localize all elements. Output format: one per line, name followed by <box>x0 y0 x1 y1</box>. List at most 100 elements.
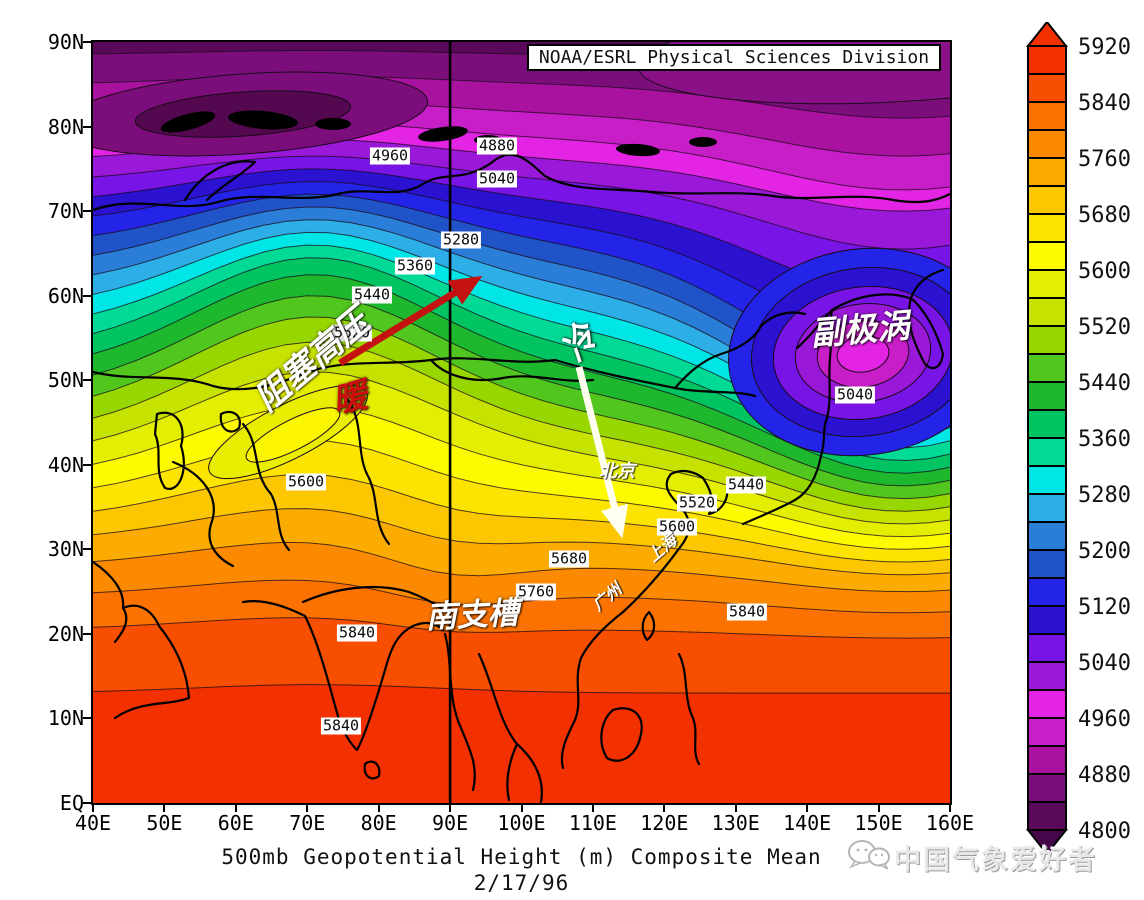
coastline <box>600 652 701 766</box>
arctic-island <box>616 143 660 157</box>
contour-label: 5840 <box>336 623 378 642</box>
colorbar-cell <box>1027 465 1067 495</box>
y-tick-label: EQ <box>59 791 84 815</box>
contour-label: 5760 <box>515 582 557 601</box>
contour-line <box>93 341 950 512</box>
x-tick <box>877 803 880 812</box>
x-tick <box>377 803 380 812</box>
contour-label: 5040 <box>834 385 876 404</box>
contour-line <box>93 155 950 250</box>
contour-label: 5840 <box>726 602 768 621</box>
x-tick-label: 120E <box>640 811 689 835</box>
colorbar-cell <box>1027 773 1067 803</box>
contour-label: 5840 <box>320 716 362 735</box>
y-tick <box>83 548 92 551</box>
x-tick-label: 90E <box>432 811 469 835</box>
contour-line <box>93 617 950 639</box>
annotation-beijing: 北京 <box>599 461 635 482</box>
colorbar-label: 5680 <box>1078 203 1131 228</box>
colorbar-cell <box>1027 633 1067 663</box>
colorbar-label: 5040 <box>1078 651 1131 676</box>
x-tick <box>92 803 94 812</box>
x-tick <box>234 803 237 812</box>
colorbar-label: 5760 <box>1078 147 1131 172</box>
colorbar-arrow-bottom <box>1025 829 1069 856</box>
reference-meridian-90e <box>448 42 452 803</box>
y-tick-label: 80N <box>47 114 84 139</box>
y-tick <box>83 632 92 635</box>
colorbar-cell <box>1027 269 1067 299</box>
contour-label: 4960 <box>369 146 411 165</box>
contour-line <box>93 316 950 500</box>
x-tick-label: 110E <box>568 811 617 835</box>
arctic-island <box>689 137 717 147</box>
coastline <box>219 410 241 433</box>
contour-line <box>93 473 950 563</box>
colorbar-label: 4880 <box>1078 763 1131 788</box>
source-banner: NOAA/ESRL Physical Sciences Division <box>527 44 941 71</box>
contour-label: 5680 <box>548 549 590 568</box>
wechat-bubbles-icon <box>848 840 890 870</box>
colorbar-label: 5600 <box>1078 259 1131 284</box>
contour-line <box>93 508 950 576</box>
colorbar-cell <box>1027 745 1067 775</box>
colorbar-label: 5200 <box>1078 539 1131 564</box>
colorbar-cell <box>1027 409 1067 439</box>
coastline <box>93 560 191 720</box>
coastline <box>183 160 257 202</box>
arctic-island <box>160 111 216 133</box>
colorbar-cell <box>1027 73 1067 103</box>
coastline <box>241 600 445 752</box>
contour-label: 5520 <box>331 323 373 342</box>
coastline <box>171 398 443 610</box>
watermark-text: 中国气象爱好者 <box>894 844 1097 876</box>
y-tick <box>83 41 92 43</box>
y-tick <box>83 210 92 213</box>
contour-map <box>93 42 950 803</box>
contour-label: 4880 <box>476 136 518 155</box>
y-tick-label: 50N <box>47 368 84 393</box>
colorbar-label: 4800 <box>1078 819 1131 844</box>
x-tick <box>663 803 666 812</box>
x-tick <box>591 803 594 812</box>
contour-line <box>93 405 950 538</box>
y-tick <box>83 463 92 466</box>
y-tick <box>83 125 92 128</box>
x-tick-label: 40E <box>74 811 112 835</box>
colorbar-arrow-top <box>1025 22 1069 47</box>
contour-label: 5440 <box>351 285 393 304</box>
colorbar-cell <box>1027 661 1067 691</box>
coastline <box>153 411 185 491</box>
vortex-center <box>836 335 890 373</box>
colorbar-label: 5440 <box>1078 371 1131 396</box>
x-tick <box>734 803 737 812</box>
colorbar-cell <box>1027 577 1067 607</box>
y-tick-label: 90N <box>47 30 84 54</box>
y-tick-label: 30N <box>47 537 84 562</box>
colorbar-cell <box>1027 325 1067 355</box>
colorbar-cell <box>1027 297 1067 327</box>
y-tick <box>83 294 92 297</box>
colorbar-cell <box>1027 381 1067 411</box>
coastline <box>741 416 829 526</box>
arctic-island <box>315 118 351 130</box>
x-tick-label: 150E <box>854 811 903 835</box>
contour-label: 5440 <box>725 475 767 494</box>
colorbar-cell <box>1027 129 1067 159</box>
x-tick <box>949 803 951 812</box>
colorbar-cell <box>1027 605 1067 635</box>
colorbar-cell <box>1027 45 1067 75</box>
colorbar-cell <box>1027 157 1067 187</box>
x-tick-label: 50E <box>146 811 183 835</box>
contour-line <box>93 295 950 487</box>
colorbar-cell <box>1027 241 1067 271</box>
x-tick <box>163 803 166 812</box>
x-tick <box>806 803 809 812</box>
contour-line <box>93 274 950 474</box>
colorbar-label: 5120 <box>1078 595 1131 620</box>
colorbar-label: 5520 <box>1078 315 1131 340</box>
contour-line <box>93 684 950 694</box>
annotation-subpolar-vortex: 副极涡 <box>809 305 912 354</box>
y-tick <box>83 379 92 382</box>
